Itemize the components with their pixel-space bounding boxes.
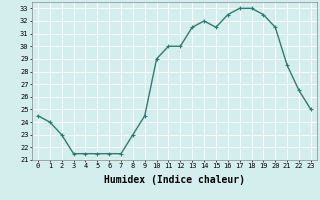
X-axis label: Humidex (Indice chaleur): Humidex (Indice chaleur) xyxy=(104,175,245,185)
